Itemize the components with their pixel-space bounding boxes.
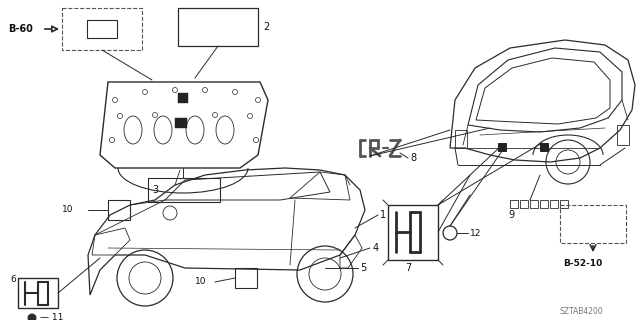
Bar [148, 178, 220, 202]
Bar [388, 205, 438, 260]
Text: 1: 1 [380, 210, 386, 220]
Text: B-60: B-60 [8, 24, 33, 34]
Text: 3: 3 [152, 185, 158, 195]
Bar [178, 8, 258, 46]
Bar [510, 200, 518, 208]
Bar [87, 20, 117, 38]
Bar [617, 125, 629, 145]
Text: 4: 4 [373, 243, 379, 253]
Bar [560, 200, 568, 208]
Bar [550, 200, 558, 208]
Text: 8: 8 [410, 153, 416, 163]
Bar [520, 200, 528, 208]
Text: 10: 10 [195, 277, 207, 286]
Text: B-52-10: B-52-10 [563, 259, 602, 268]
Text: 12: 12 [470, 228, 481, 237]
Text: 9: 9 [508, 210, 514, 220]
Bar [560, 205, 626, 243]
Text: 10: 10 [62, 205, 74, 214]
Bar [498, 143, 506, 151]
Circle shape [28, 314, 36, 320]
Bar [108, 200, 130, 220]
Text: — 11: — 11 [40, 314, 63, 320]
Bar [540, 200, 548, 208]
Bar [530, 200, 538, 208]
Text: 2: 2 [263, 22, 269, 32]
Bar [175, 118, 187, 128]
Bar [235, 268, 257, 288]
Text: SZTAB4200: SZTAB4200 [560, 308, 604, 316]
Bar [540, 143, 548, 151]
Text: 7: 7 [405, 263, 411, 273]
Text: 5: 5 [360, 263, 366, 273]
Bar [455, 130, 467, 148]
Bar [62, 8, 142, 50]
Text: 6: 6 [10, 276, 16, 284]
Bar [178, 93, 188, 103]
